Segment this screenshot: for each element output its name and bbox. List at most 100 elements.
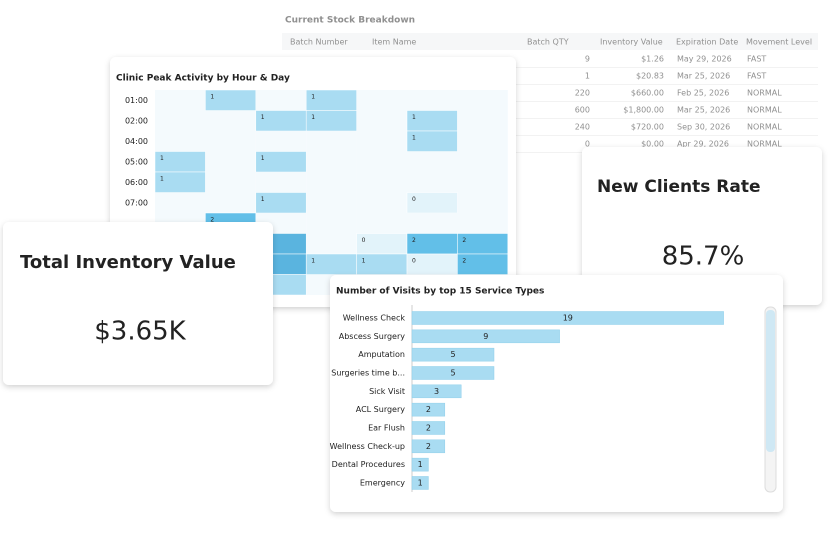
value-label: 1 (418, 460, 423, 469)
table-cell: Mar 25, 2026 (677, 106, 730, 115)
table-cell: 240 (575, 123, 590, 132)
table-cell: $1,800.00 (623, 106, 664, 115)
bar-card: Number of Visits by top 15 Service Types… (330, 275, 783, 512)
empty-cell (255, 131, 307, 152)
card (582, 147, 822, 305)
value-label: 1 (418, 478, 423, 487)
row-label: 01:00 (125, 96, 148, 105)
value-label: 5 (450, 368, 455, 377)
empty-cell (457, 151, 508, 172)
empty-cell (255, 172, 307, 193)
cell-label: 1 (210, 94, 214, 101)
value-label: 3 (434, 387, 439, 396)
cell-label: 1 (311, 114, 315, 121)
cell-label: 1 (412, 135, 416, 142)
empty-cell (356, 192, 407, 213)
empty-cell (407, 172, 458, 193)
table-cell: FAST (747, 55, 766, 64)
bar (411, 457, 429, 472)
empty-cell (306, 131, 357, 152)
cell-label: 1 (311, 94, 315, 101)
value-label: 19 (563, 314, 573, 323)
empty-cell (407, 151, 458, 172)
category-label: Dental Procedures (332, 460, 405, 469)
empty-cell (306, 213, 357, 234)
table-cell: $20.83 (636, 72, 664, 81)
category-label: Wellness Check (343, 314, 406, 323)
kpi-title: New Clients Rate (597, 177, 761, 197)
chart-title: Number of Visits by top 15 Service Types (336, 287, 544, 297)
table-cell: NORMAL (747, 106, 782, 115)
category-label: Surgeries time b... (331, 368, 405, 377)
empty-cell (457, 90, 508, 111)
kpi-card: New Clients Rate 85.7% (582, 147, 822, 305)
category-label: Amputation (358, 350, 405, 359)
empty-cell (205, 172, 256, 193)
chart-title: Clinic Peak Activity by Hour & Day (116, 74, 290, 84)
empty-cell (356, 213, 407, 234)
column-header: Movement Level (746, 38, 812, 47)
cell-label: 1 (261, 114, 265, 121)
empty-cell (205, 110, 256, 131)
row-label: 04:00 (125, 137, 148, 146)
empty-cell (457, 172, 508, 193)
table-cell: 0 (585, 140, 590, 149)
table-header (282, 33, 818, 50)
kpi-value: 85.7% (662, 242, 745, 272)
column-header: Item Name (372, 38, 416, 47)
empty-cell (205, 151, 256, 172)
empty-cell (356, 151, 407, 172)
empty-cell (356, 90, 407, 111)
empty-cell (306, 192, 357, 213)
empty-cell (255, 90, 307, 111)
table-cell: 1 (585, 72, 590, 81)
empty-cell (356, 172, 407, 193)
cell-label: 1 (160, 155, 164, 162)
table-cell: Mar 25, 2026 (677, 72, 730, 81)
table-cell: 600 (575, 106, 590, 115)
bar (411, 476, 429, 490)
value-label: 5 (450, 350, 455, 359)
empty-cell (457, 131, 508, 152)
empty-cell (306, 172, 357, 193)
cell-label: 1 (261, 155, 265, 162)
table-cell: FAST (747, 72, 766, 81)
cell-label: 0 (362, 237, 366, 244)
row-label: 02:00 (125, 116, 148, 125)
column-header: Expiration Date (676, 38, 738, 47)
kpi-value: $3.65K (94, 317, 186, 347)
card (3, 222, 273, 385)
empty-cell (155, 192, 206, 213)
cell-label: 2 (462, 258, 466, 265)
empty-cell (205, 131, 256, 152)
empty-cell (457, 192, 508, 213)
empty-cell (155, 131, 206, 152)
table-cell: NORMAL (747, 89, 782, 98)
cell-label: 0 (412, 258, 416, 265)
bar (411, 311, 724, 325)
bar (411, 366, 495, 380)
row-label: 06:00 (125, 178, 148, 187)
cell-label: 2 (210, 217, 214, 224)
kpi-card: Total Inventory Value $3.65K (3, 222, 273, 385)
table-title: Current Stock Breakdown (285, 16, 415, 26)
table-cell: Sep 30, 2026 (677, 123, 730, 132)
scroll-thumb[interactable] (766, 310, 775, 452)
bar (411, 347, 495, 362)
category-label: Abscess Surgery (339, 332, 406, 341)
row-label: 05:00 (125, 157, 148, 166)
column-header: Inventory Value (600, 38, 663, 47)
empty-cell (205, 192, 256, 213)
empty-cell (457, 213, 508, 234)
cell-label: 1 (311, 258, 315, 265)
category-label: Emergency (360, 478, 405, 487)
cell-label: 0 (412, 196, 416, 203)
empty-cell (356, 131, 407, 152)
table-cell: 220 (575, 89, 590, 98)
table-cell: $1.26 (641, 55, 664, 64)
cell-label: 1 (261, 196, 265, 203)
row-label: 07:00 (125, 198, 148, 207)
column-header: Batch Number (290, 38, 348, 47)
table-cell: May 29, 2026 (677, 55, 732, 64)
